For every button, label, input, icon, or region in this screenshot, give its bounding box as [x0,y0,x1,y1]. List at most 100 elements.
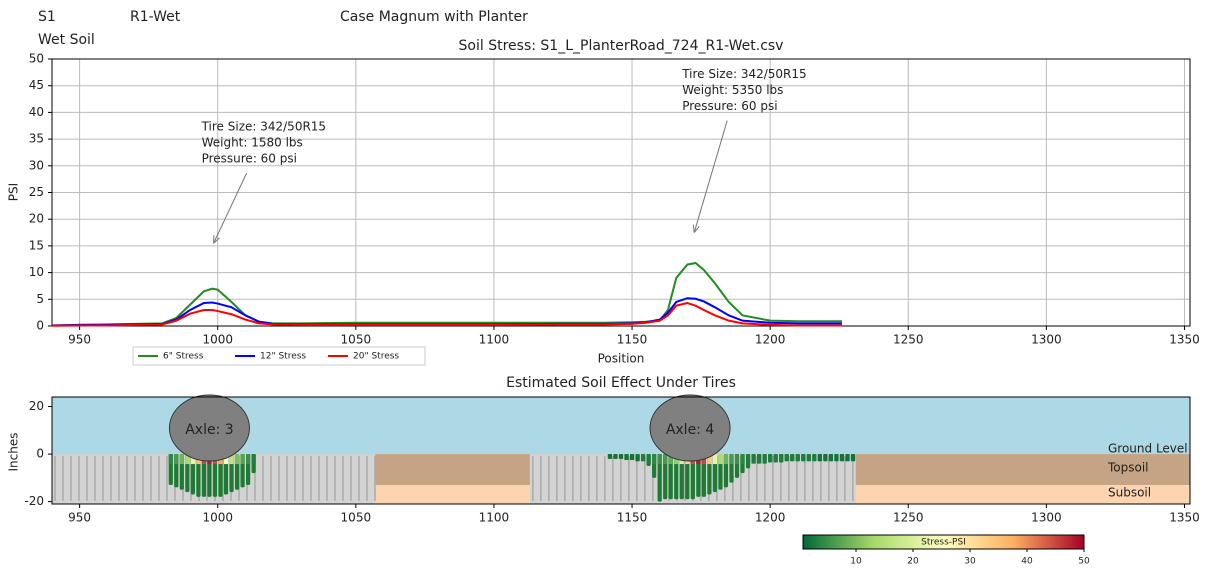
colorbar-tick-label: 50 [1078,557,1090,567]
stress-cap [657,454,662,465]
stress-cap [823,454,828,462]
x-tick-label: 1000 [202,333,233,347]
stress-column [663,454,668,500]
stress-cap [629,454,635,461]
stress-cap [723,454,729,465]
y-tick-label: 35 [29,132,44,146]
y-tick-label: 15 [29,238,44,252]
stress-column [196,454,201,497]
layer-label: Topsoil [1107,461,1149,475]
x-tick-label: 1150 [617,333,648,347]
x-tick-label: 1350 [1169,511,1200,525]
legend-label: 12" Stress [260,352,306,362]
annotation-arrow [213,173,248,244]
stress-cap [663,454,668,465]
colorbar-tick-label: 40 [1021,557,1033,567]
legend-label: 6" Stress [163,352,204,362]
y-tick-label: 45 [29,78,44,92]
case-label: S1 [38,9,56,25]
stress-cap [834,454,839,462]
stress-cap [828,454,834,462]
x-tick-label: 1100 [479,333,510,347]
x-tick-label: 1250 [893,511,924,525]
stress-cap [795,454,800,462]
stress-cap [806,454,811,462]
chart-title: Soil Stress: S1_L_PlanterRoad_724_R1-Wet… [459,38,784,54]
plot-frame [51,58,1191,327]
stress-cap [779,454,784,463]
stress-cap [635,454,640,462]
y-tick-label: 50 [29,52,44,66]
stress-column [223,454,229,495]
stress-cap [745,454,751,465]
layer-label: Ground Level [1108,442,1188,456]
stress-cap [246,454,251,465]
annotation-text: Pressure: 60 psi [202,152,297,166]
x-tick-label: 1300 [1031,511,1062,525]
axle-tire [168,394,250,462]
x-tick-label: 1100 [479,511,510,525]
x-axis-label: Position [598,352,645,366]
y-tick-label: 0 [36,319,44,333]
colorbar-label: Stress-PSI [921,538,966,548]
x-tick-label: 1050 [341,511,372,525]
stress-column [685,454,690,500]
y-tick-label: 5 [36,292,44,306]
stress-column [707,454,712,495]
annotation-text: Weight: 1580 lbs [202,136,303,150]
stress-cap [734,454,740,465]
stress-column [201,454,207,497]
x-tick-label: 950 [68,333,91,347]
stress-column [657,454,662,502]
stress-cap [839,454,845,462]
soil-label: Wet Soil [38,32,95,48]
machine-label: Case Magnum with Planter [340,9,528,25]
x-tick-label: 1000 [202,511,233,525]
colorbar-tick-label: 20 [907,557,919,567]
arrow-head [213,235,220,244]
stress-column [679,454,684,500]
stress-cap [251,454,256,465]
run-label: R1-Wet [130,9,181,25]
axle-tire [649,394,731,462]
stress-column [212,454,218,497]
stress-line [51,301,842,327]
stress-cap [174,454,179,465]
stress-cap [624,454,629,461]
stress-cap [850,454,856,462]
stress-cap [613,454,618,459]
stress-cap [168,454,173,465]
y-tick-label: 0 [36,447,44,461]
plot-frame [51,396,1191,505]
stress-cap [801,454,806,462]
chart-title: Estimated Soil Effect Under Tires [506,375,736,391]
y-tick-label: -20 [24,494,44,508]
y-tick-label: 10 [29,265,44,279]
stress-column [701,454,706,497]
stress-column [674,454,679,500]
stress-line [51,261,842,327]
stress-cap [190,454,195,465]
arrow-head [692,224,700,233]
x-tick-label: 1150 [617,511,648,525]
stress-cap [179,454,184,465]
stress-cap [607,454,613,459]
layer-label: Subsoil [1108,486,1151,500]
stress-column [690,454,695,500]
stress-cap [768,454,773,463]
y-tick-label: 40 [29,105,44,119]
stress-cap [845,454,850,462]
colorbar [802,534,1085,550]
stress-cap [668,454,673,465]
annotation-arrow [693,120,728,233]
axle-label: Axle: 3 [185,422,233,438]
y-axis-label: Inches [7,433,21,472]
annotation-text: Tire Size: 342/50R15 [681,67,806,81]
stress-cap [751,454,756,464]
stress-cap [646,454,651,465]
stress-cap [618,454,624,459]
stress-cap [757,454,762,464]
stress-cap [652,454,657,465]
